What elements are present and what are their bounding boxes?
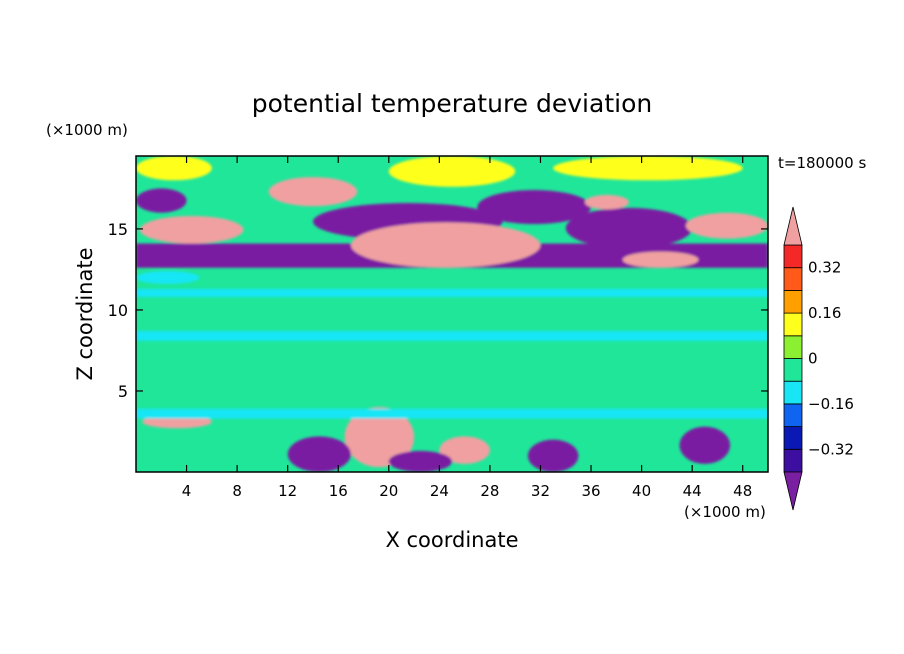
x-tick-label: 20 [379,482,398,500]
x-tick-label: 40 [632,482,651,500]
contour-blob-10 [622,251,699,268]
y-axis-label: Z coordinate [73,247,97,380]
contour-blob-3 [565,207,693,249]
contour-band-18 [136,408,768,419]
x-tick-label: 12 [278,482,297,500]
colorbar-box [783,289,803,314]
x-tick-label: 28 [480,482,499,500]
time-label: t=180000 s [778,154,866,172]
contour-blob-11 [344,407,415,468]
colorbar-arrow-bottom [783,471,803,511]
x-tick-label: 4 [182,482,192,500]
y-tick-label: 15 [108,220,128,239]
y-tick-label: 5 [118,382,128,401]
colorbar-box [783,358,803,382]
colorbar-box [783,335,803,359]
colorbar-box [783,244,803,269]
y-axis-ticks: 5 10 15 [108,220,768,401]
chart-title: potential temperature deviation [252,89,652,118]
contour-blob-21 [388,156,516,187]
colorbar-box [783,380,803,405]
contour-regions [136,156,768,472]
contour-band-20 [136,288,768,297]
contour-blob-17 [388,450,452,472]
colorbar-box [783,267,803,291]
contour-blob-14 [287,436,351,472]
x-tick-label: 32 [531,482,550,500]
x-tick-label: 48 [733,482,752,500]
colorbar-label: 0.32 [808,259,841,277]
contour-blob-2 [477,190,592,225]
contour-blob-4 [136,188,187,213]
contour-blob-24 [136,271,200,285]
plot-frame [135,155,769,473]
x-tick-label: 8 [232,482,242,500]
colorbar: 0.32 0.16 0 −0.16 −0.32 [783,206,854,511]
colorbar-box [783,426,803,450]
contour-blob-5 [139,215,244,244]
colorbar-box [783,312,803,337]
plot-background [136,156,768,472]
colorbar-label: −0.16 [808,395,854,413]
contour-band-19 [136,331,768,341]
x-tick-label: 16 [329,482,348,500]
colorbar-arrow-top [783,206,803,246]
plot-area [136,156,768,472]
y-tick-label: 10 [108,301,128,320]
colorbar-box [783,403,803,427]
x-axis-ticks: 4 8 12 16 20 24 28 32 36 40 44 48 [182,156,752,500]
x-axis-label: X coordinate [385,528,518,552]
x-tick-label: 36 [581,482,600,500]
contour-blob-7 [350,222,541,268]
x-tick-label: 24 [430,482,449,500]
z-unit-label: (×1000 m) [46,121,128,139]
contour-blob-16 [679,426,731,464]
colorbar-label: 0 [808,350,818,368]
contour-blob-23 [136,156,212,181]
contour-blob-15 [527,439,579,472]
colorbar-box [783,448,803,473]
colorbar-label: −0.32 [808,440,854,458]
contour-blob-22 [553,156,743,181]
x-tick-label: 44 [683,482,702,500]
contour-blob-6 [268,177,358,207]
colorbar-label: 0.16 [808,304,841,322]
contour-blob-8 [685,212,768,239]
contour-blob-9 [584,194,629,210]
x-unit-label: (×1000 m) [684,503,766,521]
contour-blob-13 [439,436,490,464]
